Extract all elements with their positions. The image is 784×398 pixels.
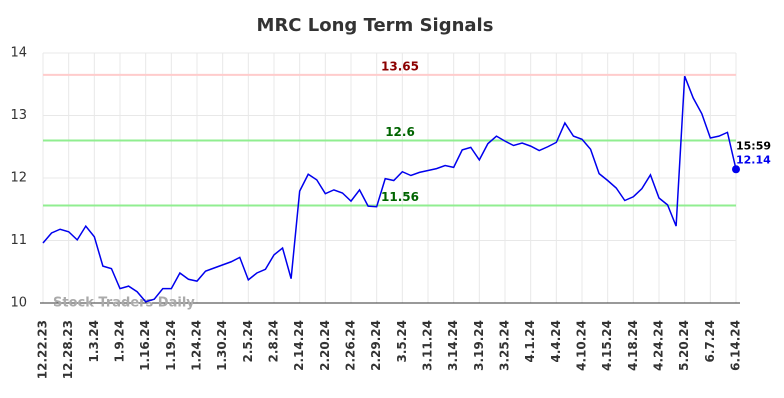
x-tick-label: 2.14.24 [292,320,306,371]
x-tick-label: 6.14.24 [729,320,743,371]
y-tick-label: 10 [10,296,27,311]
y-tick-label: 12 [10,171,27,186]
x-tick-label: 5.20.24 [677,320,691,371]
reference-label: 11.56 [381,190,419,204]
x-tick-label: 3.14.24 [446,320,460,371]
x-tick-label: 3.19.24 [472,320,486,371]
last-time: 15:59 [736,139,771,152]
x-tick-label: 2.26.24 [344,320,358,371]
x-tick-label: 4.18.24 [626,320,640,371]
x-tick-label: 2.8.24 [267,320,281,363]
y-tick-label: 11 [10,233,27,248]
watermark: Stock Traders Daily [53,296,195,311]
x-tick-label: 4.24.24 [652,320,666,371]
chart-title: MRC Long Term Signals [257,15,494,36]
x-tick-label: 4.4.24 [549,320,563,363]
x-tick-label: 4.15.24 [600,320,614,371]
x-tick-label: 2.20.24 [318,320,332,371]
x-tick-label: 12.22.23 [36,320,50,379]
x-tick-label: 12.28.23 [61,320,75,379]
x-tick-label: 1.19.24 [164,320,178,371]
price-line [42,75,737,303]
reference-label: 12.6 [385,125,415,139]
x-tick-label: 1.24.24 [190,320,204,371]
x-tick-label: 1.30.24 [215,320,229,371]
x-tick-label: 1.9.24 [113,320,127,363]
x-tick-label: 4.1.24 [523,320,537,363]
reference-label: 13.65 [381,59,419,73]
x-tick-label: 1.16.24 [138,320,152,371]
x-tick-label: 6.7.24 [703,320,717,363]
x-tick-label: 3.25.24 [498,320,512,371]
x-tick-label: 4.10.24 [575,320,589,371]
y-tick-label: 13 [10,108,27,123]
x-tick-label: 2.29.24 [369,320,383,371]
y-tick-label: 14 [10,46,27,61]
x-tick-label: 3.5.24 [395,320,409,363]
last-point [732,165,740,174]
x-tick-label: 2.5.24 [241,320,255,363]
x-tick-label: 3.11.24 [421,320,435,371]
x-tick-label: 1.3.24 [87,320,101,363]
last-value: 12.14 [736,153,771,166]
